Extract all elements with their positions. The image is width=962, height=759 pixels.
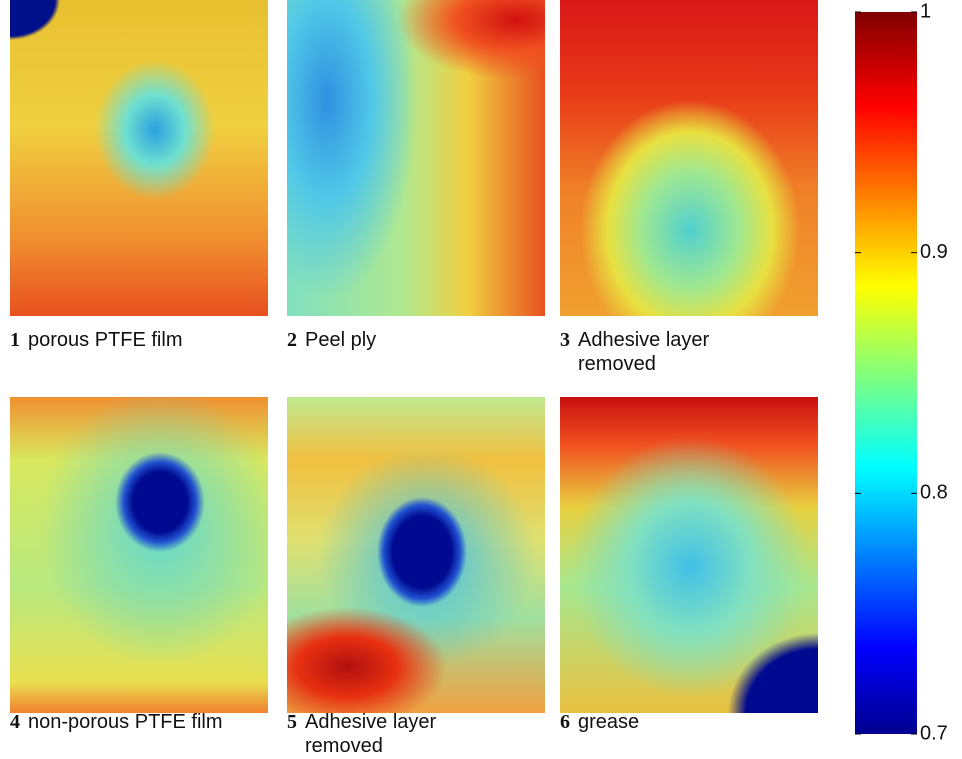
caption: 6 grease [560, 710, 639, 734]
caption: 4 non-porous PTFE film [10, 710, 223, 734]
caption: 2 Peel ply [287, 328, 376, 352]
caption: 3 Adhesive layer removed [560, 328, 738, 376]
panel-number: 6 [560, 711, 570, 733]
panel-label: porous PTFE film [28, 329, 183, 351]
heatmap [10, 397, 268, 713]
panel-label: Adhesive layer removed [578, 329, 710, 375]
panel-number: 5 [287, 711, 297, 733]
heatmap [560, 0, 818, 316]
panel-number: 3 [560, 329, 570, 351]
panel-label: grease [578, 711, 640, 733]
panel-label: non-porous PTFE film [28, 711, 223, 733]
panel-label: Peel ply [305, 329, 377, 351]
tick-label: 1 [920, 0, 931, 22]
colorbar-scale [855, 12, 917, 734]
colorbar: 0.7 0.8 0.9 1 [855, 0, 948, 744]
caption: 5 Adhesive layer removed [287, 710, 465, 758]
tick-label: 0.9 [920, 241, 948, 263]
heatmap [10, 0, 268, 316]
tick-label: 0.7 [920, 722, 948, 744]
heatmap [287, 397, 545, 713]
caption: 1 porous PTFE film [10, 328, 182, 352]
heatmap [560, 397, 818, 713]
tick-label: 0.8 [920, 482, 948, 504]
panel-number: 2 [287, 329, 297, 351]
panel-number: 4 [10, 711, 20, 733]
heatmap [287, 0, 545, 316]
panel-label: Adhesive layer removed [305, 711, 437, 757]
panel-number: 1 [10, 329, 20, 351]
